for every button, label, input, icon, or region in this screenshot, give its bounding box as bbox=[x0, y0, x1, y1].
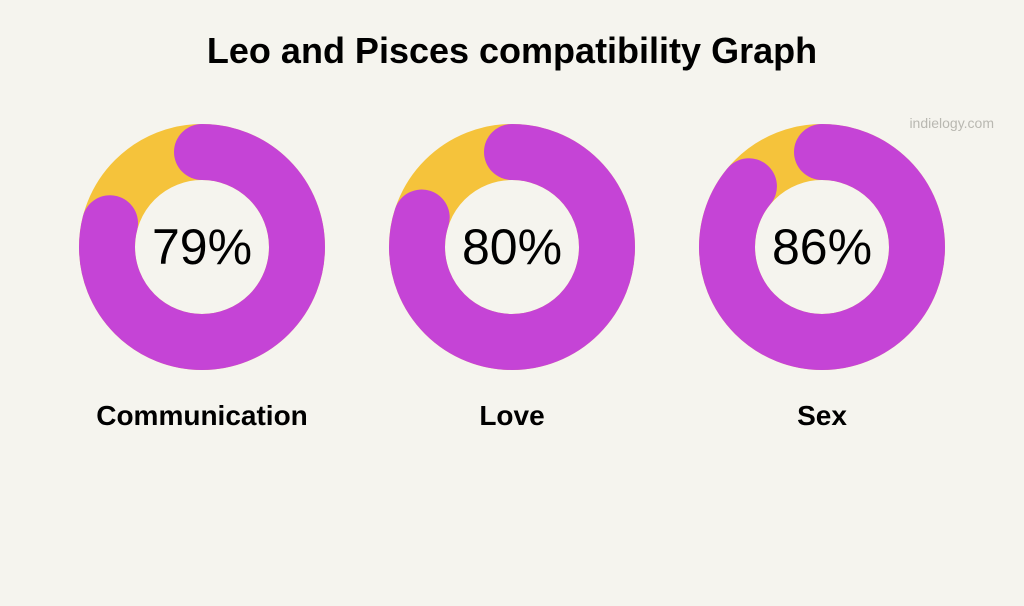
page-title: Leo and Pisces compatibility Graph bbox=[0, 30, 1024, 72]
donut-chart: 80% bbox=[387, 122, 637, 372]
chart-label: Communication bbox=[96, 400, 308, 432]
chart-love: 80% Love bbox=[387, 122, 637, 432]
donut-percent-label: 80% bbox=[462, 218, 562, 276]
charts-row: 79% Communication 80% Love 86% Sex bbox=[0, 122, 1024, 432]
chart-sex: 86% Sex bbox=[697, 122, 947, 432]
donut-chart: 79% bbox=[77, 122, 327, 372]
donut-percent-label: 79% bbox=[152, 218, 252, 276]
chart-label: Sex bbox=[797, 400, 847, 432]
donut-chart: 86% bbox=[697, 122, 947, 372]
chart-label: Love bbox=[479, 400, 544, 432]
donut-percent-label: 86% bbox=[772, 218, 872, 276]
chart-communication: 79% Communication bbox=[77, 122, 327, 432]
